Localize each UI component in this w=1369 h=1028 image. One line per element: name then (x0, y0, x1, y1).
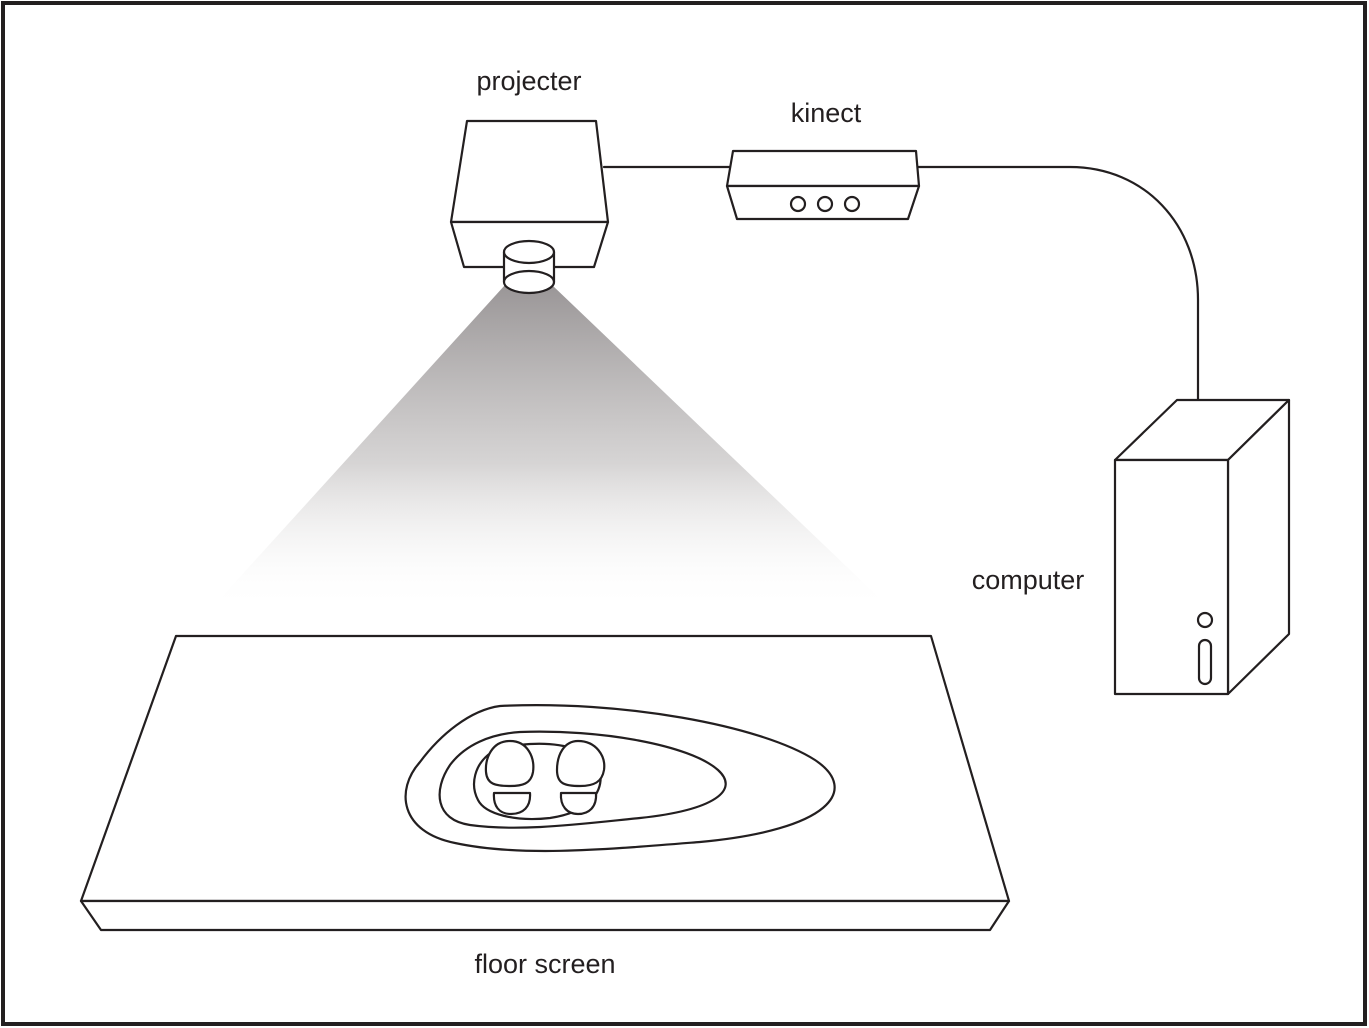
projector-device (449, 119, 610, 295)
left-footprint-icon (484, 739, 535, 816)
disk-slot-icon (1197, 638, 1213, 686)
computer-label: computer (972, 565, 1085, 595)
projector-label: projecter (476, 66, 581, 96)
projector-lens (502, 239, 556, 295)
kinect-lens-3 (843, 195, 861, 213)
right-footprint-icon (555, 739, 606, 816)
power-button-icon (1196, 611, 1214, 629)
kinect-lens-1 (789, 195, 807, 213)
kinect-lens-2 (816, 195, 834, 213)
ripple-outer (404, 704, 836, 853)
cable-kinect-computer (916, 165, 1200, 402)
computer-tower (1113, 398, 1291, 696)
kinect-label: kinect (791, 98, 862, 128)
kinect-sensor (725, 149, 921, 221)
floor-screen-label: floor screen (474, 949, 615, 979)
ripple-middle (438, 730, 727, 829)
projection-beam (210, 285, 892, 610)
floor-screen (79, 634, 1011, 932)
